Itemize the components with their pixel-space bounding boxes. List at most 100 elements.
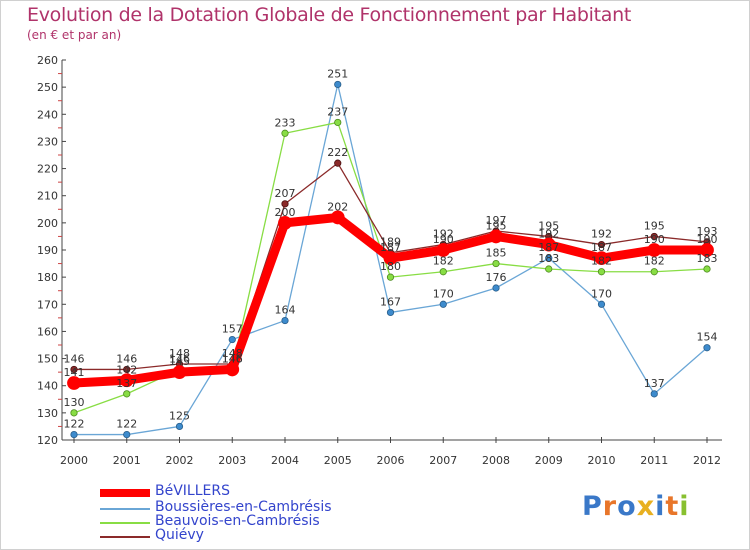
data-label-bevillers: 200	[275, 206, 296, 219]
data-point-boussieres	[597, 300, 606, 308]
x-tick-label: 2005	[324, 454, 352, 467]
data-point-bevillers	[67, 376, 81, 390]
data-label-quievy: 192	[591, 228, 612, 241]
data-label-quievy: 146	[116, 352, 137, 365]
legend-label-beauvois: Beauvois-en-Cambrésis	[155, 513, 320, 529]
data-label-quievy: 192	[433, 228, 454, 241]
x-tick-label: 2002	[166, 454, 194, 467]
data-point-bevillers	[436, 243, 451, 257]
data-point-boussieres	[175, 422, 184, 431]
data-point-quievy	[123, 365, 131, 374]
x-tick-label: 2009	[535, 454, 563, 467]
y-tick-label: 150	[37, 353, 58, 366]
x-tick-label: 2003	[218, 454, 246, 467]
logo-letter: o	[617, 491, 637, 522]
data-label-bevillers: 142	[116, 363, 137, 376]
y-tick-label: 170	[37, 298, 58, 311]
line-chart: 120 130 140 150 160 170 180 190 200 210 220 230 240 2…	[37, 54, 722, 467]
proxiti-logo: Proxiti	[582, 491, 690, 522]
data-point-beauvois	[545, 265, 553, 273]
data-label-beauvois: 183	[697, 252, 718, 265]
data-label-bevillers: 195	[486, 219, 507, 232]
data-label-quievy: 148	[222, 347, 243, 360]
legend-swatch-quievy	[100, 536, 150, 538]
legend-label-boussieres: Boussières-en-Cambrésis	[155, 499, 332, 515]
data-point-beauvois	[597, 268, 606, 276]
data-label-bevillers: 202	[327, 200, 348, 213]
data-label-beauvois: 182	[644, 255, 665, 268]
data-label-beauvois: 180	[380, 260, 401, 273]
data-label-quievy: 207	[275, 187, 296, 200]
data-label-beauvois: 237	[327, 105, 348, 118]
data-label-boussieres: 154	[697, 331, 718, 344]
data-point-bevillers	[594, 251, 609, 266]
data-label-quievy: 148	[169, 347, 190, 360]
data-point-boussieres	[439, 300, 447, 308]
data-point-beauvois	[492, 259, 500, 268]
data-label-boussieres: 176	[486, 271, 507, 284]
data-point-bevillers	[383, 251, 398, 266]
data-label-boussieres: 125	[169, 409, 190, 422]
data-point-beauvois	[650, 268, 658, 276]
data-point-beauvois	[386, 273, 395, 281]
data-point-bevillers	[225, 362, 240, 377]
data-point-bevillers	[541, 237, 556, 252]
data-label-boussieres: 122	[116, 418, 137, 431]
data-label-beauvois: 130	[64, 396, 85, 409]
x-tick-label: 2010	[588, 454, 616, 467]
y-tick-label: 180	[37, 271, 58, 284]
data-label-bevillers: 145	[169, 355, 190, 368]
data-point-boussieres	[545, 254, 553, 262]
logo-letter: t	[665, 491, 679, 522]
logo-letter: x	[637, 491, 655, 522]
y-tick-label: 200	[37, 217, 58, 230]
y-tick-label: 250	[37, 81, 58, 94]
svg-text:Proxiti: Proxiti	[582, 491, 690, 522]
x-tick-label: 2006	[377, 454, 405, 467]
data-point-bevillers	[119, 373, 134, 388]
data-labels-layer: 122 122 125 157 164 251 167 170 176 187 170 137 154 1…	[64, 67, 718, 430]
y-tick-label: 210	[37, 190, 58, 203]
data-label-bevillers: 192	[538, 228, 559, 241]
data-point-quievy	[650, 232, 658, 241]
x-tick-label: 2001	[113, 454, 141, 467]
data-label-beauvois: 182	[591, 255, 612, 268]
data-label-beauvois: 185	[486, 247, 507, 260]
x-tick-label: 2012	[693, 454, 721, 467]
chart-subtitle: (en € et par an)	[27, 28, 122, 42]
data-label-boussieres: 170	[591, 287, 612, 300]
x-tick-label: 2007	[429, 454, 457, 467]
data-label-beauvois: 137	[116, 377, 137, 390]
axes: 120 130 140 150 160 170 180 190 200 210 220 230 240 2…	[37, 54, 722, 467]
data-label-quievy: 195	[538, 219, 559, 232]
legend-label-bevillers: BéVILLERS	[155, 483, 230, 499]
series-layer	[67, 80, 714, 439]
chart-title: Evolution de la Dotation Globale de Fonc…	[27, 4, 632, 26]
data-point-beauvois	[703, 265, 711, 273]
data-label-boussieres: 251	[327, 67, 348, 80]
data-point-beauvois	[70, 409, 78, 417]
data-label-bevillers: 190	[433, 233, 454, 246]
logo-letter: r	[603, 491, 617, 522]
y-tick-label: 140	[37, 380, 58, 393]
logo-letter: i	[655, 491, 665, 522]
x-tick-label: 2011	[640, 454, 668, 467]
data-label-beauvois: 146	[169, 352, 190, 365]
data-label-quievy: 189	[380, 236, 401, 249]
data-point-boussieres	[70, 430, 78, 439]
data-point-beauvois	[281, 129, 289, 137]
data-label-boussieres: 170	[433, 287, 454, 300]
data-point-beauvois	[439, 268, 447, 276]
logo-letter: i	[679, 491, 689, 522]
data-point-boussieres	[386, 308, 395, 317]
data-point-bevillers	[278, 215, 292, 230]
data-label-boussieres: 122	[64, 418, 85, 431]
data-label-beauvois: 233	[275, 116, 296, 129]
data-label-quievy: 197	[486, 214, 507, 227]
data-label-quievy: 222	[327, 146, 348, 159]
data-point-quievy	[597, 240, 606, 249]
data-label-beauvois: 146	[222, 352, 243, 365]
data-point-bevillers	[647, 243, 662, 257]
data-point-beauvois	[334, 118, 342, 127]
